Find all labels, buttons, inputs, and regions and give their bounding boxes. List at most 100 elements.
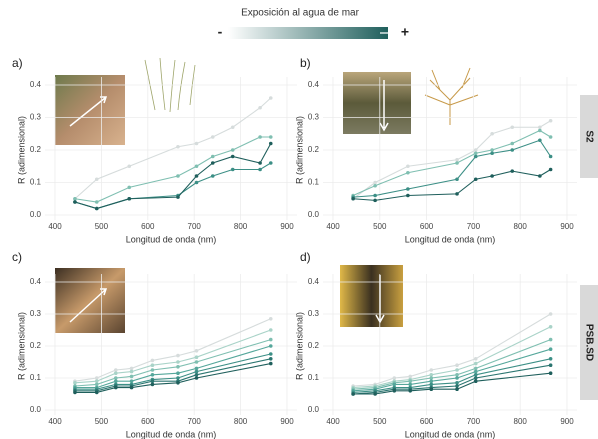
point bbox=[548, 118, 553, 123]
point bbox=[408, 374, 413, 379]
point bbox=[194, 141, 199, 146]
x-axis-title: Longitud de onda (nm) bbox=[126, 234, 217, 244]
series-line bbox=[353, 326, 551, 389]
point bbox=[113, 385, 118, 390]
point bbox=[194, 355, 199, 360]
point bbox=[548, 337, 553, 342]
point bbox=[548, 135, 553, 139]
series-line bbox=[353, 364, 551, 395]
point bbox=[113, 371, 118, 376]
panel-label: c) bbox=[12, 250, 22, 264]
x-tick-label: 600 bbox=[141, 222, 155, 231]
point bbox=[268, 317, 273, 321]
thumbnail bbox=[343, 72, 411, 134]
x-tick-label: 800 bbox=[514, 417, 528, 426]
series-line bbox=[353, 348, 551, 392]
point bbox=[194, 376, 199, 380]
point bbox=[473, 177, 478, 182]
point bbox=[194, 369, 199, 374]
strip-box bbox=[580, 285, 598, 400]
strip-label: S2 bbox=[583, 130, 594, 143]
x-tick-label: 900 bbox=[560, 417, 574, 426]
point bbox=[510, 148, 515, 152]
point bbox=[258, 135, 262, 139]
panel-label: b) bbox=[300, 56, 311, 70]
point bbox=[268, 135, 273, 139]
point bbox=[268, 337, 273, 342]
point bbox=[73, 390, 77, 395]
x-tick-label: 400 bbox=[326, 222, 340, 231]
y-tick-label: 0.3 bbox=[308, 113, 320, 122]
x-tick-label: 600 bbox=[141, 417, 155, 426]
y-axis-title: R (adimensional) bbox=[294, 312, 304, 380]
point bbox=[129, 366, 134, 371]
point bbox=[127, 164, 132, 169]
x-tick-label: 500 bbox=[95, 222, 109, 231]
point bbox=[73, 196, 77, 201]
y-tick-label: 0.2 bbox=[30, 341, 42, 350]
gradient-bar bbox=[228, 27, 388, 39]
x-tick-label: 700 bbox=[188, 417, 202, 426]
series-line bbox=[74, 162, 272, 210]
y-tick-label: 0.4 bbox=[308, 277, 320, 286]
panel-label: d) bbox=[300, 250, 311, 264]
y-tick-label: 0.0 bbox=[308, 210, 320, 219]
x-tick-label: 700 bbox=[188, 222, 202, 231]
point bbox=[548, 357, 553, 361]
series-line bbox=[74, 318, 271, 382]
header-title: Exposición al agua de mar bbox=[241, 8, 360, 19]
point bbox=[429, 368, 434, 372]
y-tick-label: 0.3 bbox=[308, 309, 320, 318]
point bbox=[194, 366, 199, 371]
point bbox=[150, 379, 155, 384]
header-low: - bbox=[218, 24, 223, 40]
point bbox=[455, 384, 459, 388]
x-tick-label: 800 bbox=[234, 417, 248, 426]
y-tick-label: 0.0 bbox=[30, 405, 42, 414]
x-tick-label: 900 bbox=[280, 222, 294, 231]
y-tick-label: 0.3 bbox=[30, 113, 42, 122]
point bbox=[268, 361, 273, 366]
series-line bbox=[74, 339, 271, 387]
point bbox=[429, 379, 434, 384]
point bbox=[473, 379, 478, 384]
point bbox=[392, 382, 397, 387]
point bbox=[194, 180, 199, 185]
point bbox=[176, 195, 180, 199]
point bbox=[210, 161, 215, 165]
point bbox=[429, 376, 434, 380]
x-tick-label: 900 bbox=[560, 222, 574, 231]
series-line bbox=[353, 169, 551, 201]
point bbox=[392, 389, 397, 393]
point bbox=[94, 206, 99, 211]
point bbox=[230, 125, 235, 130]
point bbox=[406, 187, 410, 191]
point bbox=[210, 174, 215, 178]
point bbox=[258, 105, 262, 110]
y-tick-label: 0.1 bbox=[308, 373, 320, 382]
series-line bbox=[74, 358, 271, 392]
point bbox=[548, 371, 553, 376]
point bbox=[455, 192, 459, 196]
thumbnail-arrow bbox=[69, 288, 108, 323]
series-line bbox=[353, 358, 551, 393]
point bbox=[473, 373, 478, 377]
point bbox=[490, 148, 494, 152]
point bbox=[268, 357, 273, 361]
thumbnail bbox=[55, 268, 125, 333]
thumbnail-arrow bbox=[69, 96, 108, 127]
point bbox=[490, 174, 494, 178]
point bbox=[176, 360, 180, 364]
point bbox=[176, 381, 180, 385]
point bbox=[176, 353, 180, 358]
point bbox=[94, 376, 99, 380]
strip-box bbox=[580, 95, 598, 178]
point bbox=[455, 363, 459, 368]
series-line bbox=[353, 139, 552, 198]
point bbox=[406, 170, 410, 175]
point bbox=[406, 193, 410, 198]
strip-label: PSB.SD bbox=[583, 324, 594, 361]
x-tick-label: 700 bbox=[467, 222, 481, 231]
point bbox=[373, 183, 377, 188]
point bbox=[406, 164, 410, 169]
